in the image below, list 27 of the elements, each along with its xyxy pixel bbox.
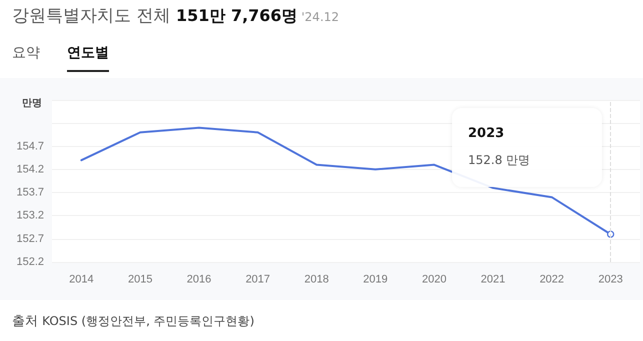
text: 요약 <box>12 44 40 62</box>
y-tick-label: 152.2 <box>16 256 44 268</box>
chart-subtitle: 151만 7,766명 <box>174 6 298 25</box>
tooltip-box: 2023 152.8 만명 <box>452 108 602 187</box>
x-tick-label: 2019 <box>363 274 388 286</box>
text: KOSIS (행정안전부, 주민등록인구현황) <box>42 314 254 328</box>
text: 출처 <box>12 314 39 329</box>
text: 연도별 <box>67 44 109 72</box>
annotation: 152.8 만명 <box>468 152 530 169</box>
y-tick-label: 154.2 <box>16 163 44 176</box>
y-tick-label: 153.2 <box>16 210 44 222</box>
annotation: 2023 <box>468 126 504 141</box>
y-axis-title: 만명 <box>22 97 42 110</box>
x-tick-label: 2016 <box>186 274 212 286</box>
x-tick-label: 2014 <box>69 274 94 286</box>
text: '24.12 <box>300 10 340 24</box>
x-tick-label: 2023 <box>598 274 623 286</box>
x-tick-label: 2021 <box>480 274 506 286</box>
y-tick-label: 153.7 <box>16 186 44 199</box>
y-tick-label: 152.7 <box>16 232 44 245</box>
x-tick-label: 2015 <box>128 274 152 286</box>
x-tick-label: 2018 <box>304 274 329 286</box>
x-tick-label: 2017 <box>246 274 270 286</box>
x-tick-label: 2022 <box>540 274 564 286</box>
y-tick-label: 154.7 <box>16 140 44 152</box>
chart-title: 강원특별자치도 전체 <box>12 6 170 26</box>
x-tick-label: 2020 <box>422 274 446 286</box>
